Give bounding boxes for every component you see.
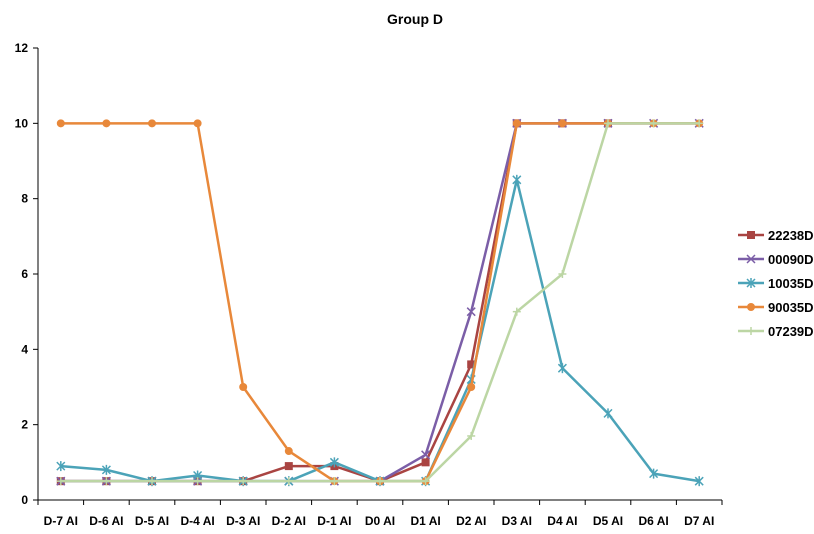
x-tick-label: D0 AI <box>365 514 395 528</box>
y-tick-label: 6 <box>21 267 28 281</box>
series-line-07239d <box>60 122 700 483</box>
series-line-22238d <box>60 122 608 483</box>
data-point-22238d <box>284 462 293 471</box>
legend-label: 00090D <box>768 252 814 267</box>
legend-label: 22238D <box>768 228 814 243</box>
data-point-07239d <box>695 119 704 128</box>
y-tick-label: 12 <box>15 41 29 55</box>
x-tick-label: D3 AI <box>502 514 532 528</box>
data-point-22238d <box>467 360 476 369</box>
x-tick-label: D1 AI <box>410 514 440 528</box>
legend-label: 10035D <box>768 276 814 291</box>
legend-marker <box>747 327 755 335</box>
data-point-90035d <box>193 119 202 128</box>
series-layer <box>56 118 704 487</box>
data-point-07239d <box>193 477 202 486</box>
data-point-07239d <box>467 431 476 440</box>
axes <box>33 47 723 505</box>
x-tick-label: D6 AI <box>638 514 668 528</box>
data-point-07239d <box>376 477 384 486</box>
data-point-00090d <box>466 307 476 317</box>
data-point-10035d <box>329 457 339 468</box>
y-tick-label: 10 <box>15 116 29 130</box>
data-point-07239d <box>330 477 339 486</box>
legend-item-00090d: 00090D <box>738 252 814 267</box>
legend-item-07239d: 07239D <box>738 324 814 339</box>
data-point-07239d <box>604 119 612 128</box>
legend-marker <box>747 231 755 239</box>
x-tick-label: D2 AI <box>456 514 486 528</box>
x-tick-label: D5 AI <box>593 514 623 528</box>
series-line-90035d <box>60 122 700 483</box>
data-point-07239d <box>102 477 111 486</box>
data-point-90035d <box>558 119 567 128</box>
series-line-10035d <box>60 178 700 483</box>
data-point-07239d <box>558 270 567 278</box>
data-point-07239d <box>284 477 293 486</box>
data-point-07239d <box>512 307 521 316</box>
tick-labels: 0 2 4 6 8 10 12 D-7 AI D-6 AI D-5 AI D-4 AI D-3 AI D… <box>15 41 715 528</box>
chart-title: Group D <box>387 11 443 27</box>
data-point-90035d <box>284 447 293 456</box>
series-10035d <box>56 174 704 487</box>
y-tick-label: 0 <box>21 493 28 507</box>
data-point-90035d <box>102 119 111 128</box>
series-07239d <box>56 119 704 486</box>
data-point-10035d <box>512 174 522 185</box>
y-tick-label: 8 <box>21 192 28 206</box>
data-point-90035d <box>512 119 521 128</box>
series-line-00090d <box>60 122 700 483</box>
legend-item-22238d: 22238D <box>738 228 814 243</box>
legend-marker <box>746 254 756 264</box>
legend-item-10035d: 10035D <box>738 276 814 291</box>
series-90035d <box>56 119 704 486</box>
x-tick-label: D4 AI <box>547 514 577 528</box>
x-tick-label: D-2 AI <box>272 514 306 528</box>
x-tick-label: D-6 AI <box>89 514 123 528</box>
data-point-10035d <box>694 476 704 487</box>
y-tick-label: 2 <box>21 418 28 432</box>
data-point-10035d <box>603 408 613 419</box>
series-00090d <box>56 118 704 486</box>
x-tick-label: D-4 AI <box>180 514 214 528</box>
data-point-10035d <box>101 464 111 475</box>
x-tick-label: D-1 AI <box>317 514 351 528</box>
data-point-07239d <box>148 477 156 486</box>
legend-label: 90035D <box>768 300 814 315</box>
data-point-22238d <box>421 458 430 467</box>
x-tick-label: D-7 AI <box>44 514 78 528</box>
legend-marker <box>747 303 755 311</box>
x-tick-label: D7 AI <box>684 514 714 528</box>
data-point-00090d <box>421 450 431 460</box>
y-tick-label: 4 <box>21 342 28 356</box>
data-point-07239d <box>421 477 430 486</box>
data-point-90035d <box>467 383 476 391</box>
x-tick-label: D-5 AI <box>135 514 169 528</box>
data-point-07239d <box>56 477 65 486</box>
data-point-07239d <box>239 477 248 486</box>
data-point-10035d <box>557 363 567 374</box>
legend: 22238D 00090D 10035D 90035D 07239D <box>738 228 814 339</box>
data-point-07239d <box>649 119 658 128</box>
legend-item-90035d: 90035D <box>738 300 814 315</box>
data-point-90035d <box>56 119 65 128</box>
x-tick-label: D-3 AI <box>226 514 260 528</box>
legend-label: 07239D <box>768 324 814 339</box>
legend-marker <box>746 278 756 288</box>
data-point-10035d <box>56 461 66 472</box>
data-point-10035d <box>649 468 659 479</box>
data-point-90035d <box>148 119 156 128</box>
data-point-90035d <box>239 383 248 391</box>
